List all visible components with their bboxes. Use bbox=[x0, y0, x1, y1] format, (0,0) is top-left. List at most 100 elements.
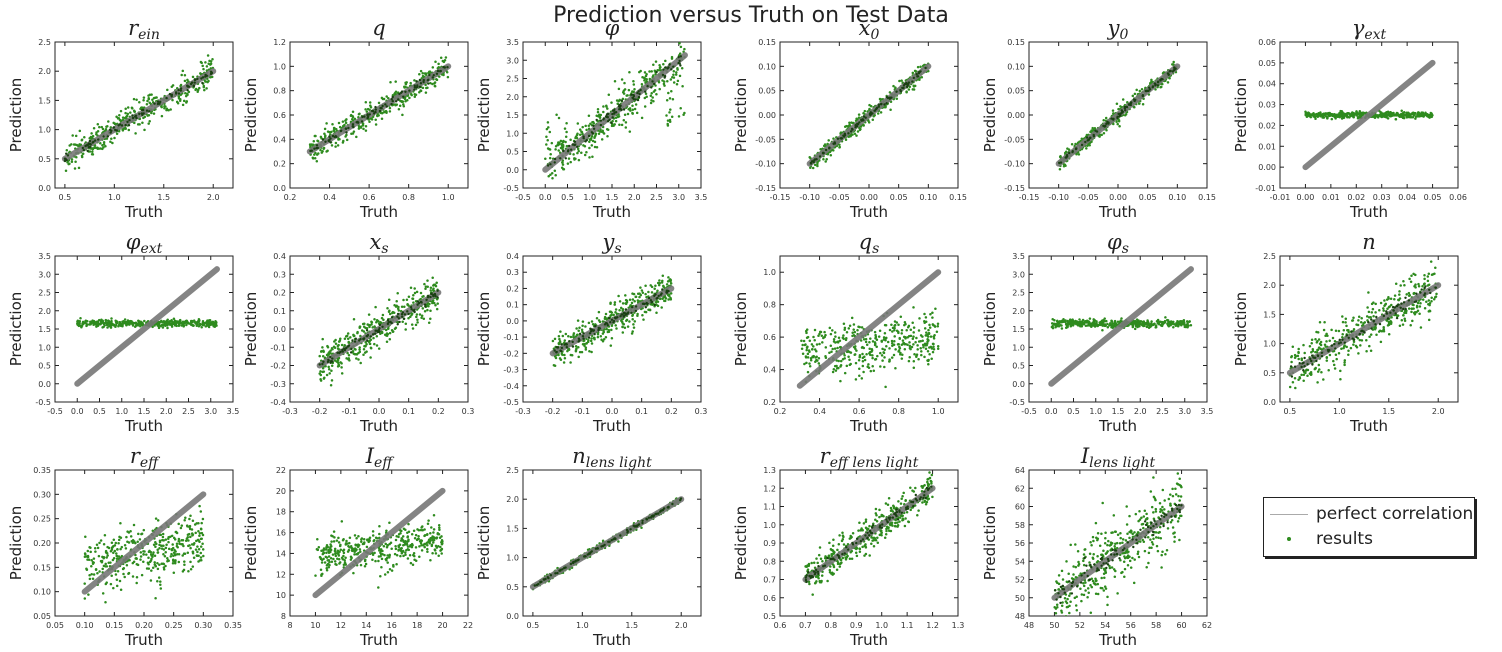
scatter-point-overlap bbox=[618, 108, 621, 111]
scatter-point-overlap bbox=[661, 288, 664, 291]
scatter-point bbox=[198, 86, 201, 90]
scatter-point bbox=[662, 62, 665, 66]
scatter-point bbox=[374, 123, 378, 126]
scatter-point bbox=[381, 313, 385, 317]
scatter-point-overlap bbox=[81, 146, 85, 150]
scatter-point bbox=[848, 324, 852, 328]
scatter-point bbox=[343, 344, 346, 347]
scatter-point bbox=[1115, 102, 1119, 106]
scatter-point bbox=[404, 85, 407, 89]
scatter-point-overlap bbox=[573, 143, 576, 147]
scatter-point bbox=[183, 74, 187, 77]
scatter-point-overlap bbox=[653, 303, 656, 307]
scatter-point bbox=[662, 285, 665, 289]
scatter-point bbox=[575, 333, 579, 337]
scatter-point-overlap bbox=[610, 121, 613, 125]
scatter-point bbox=[319, 148, 322, 152]
scatter-point bbox=[1172, 60, 1175, 64]
scatter-point bbox=[661, 279, 664, 283]
scatter-point-overlap bbox=[436, 69, 440, 73]
scatter-point-overlap bbox=[131, 114, 134, 117]
scatter-point bbox=[115, 115, 118, 118]
scatter-point bbox=[613, 303, 616, 306]
scatter-point bbox=[1340, 110, 1344, 113]
scatter-point-overlap bbox=[409, 306, 413, 309]
scatter-point bbox=[675, 82, 679, 86]
scatter-point-overlap bbox=[587, 336, 591, 339]
scatter-point bbox=[1115, 120, 1118, 124]
scatter-point-overlap bbox=[391, 100, 394, 103]
scatter-point bbox=[920, 75, 924, 79]
scatter-point bbox=[99, 147, 102, 150]
scatter-point bbox=[337, 121, 341, 125]
scatter-point bbox=[358, 348, 361, 351]
scatter-point-overlap bbox=[907, 81, 911, 84]
x-tick-label: 0.0 bbox=[71, 407, 84, 416]
scatter-point bbox=[1395, 111, 1399, 115]
y-tick-label: 0.10 bbox=[1007, 62, 1025, 71]
scatter-point bbox=[363, 351, 367, 354]
scatter-point-overlap bbox=[1173, 66, 1176, 69]
y-tick-label: 0.00 bbox=[1258, 163, 1276, 172]
scatter-point-overlap bbox=[331, 360, 334, 363]
scatter-point bbox=[118, 114, 121, 117]
scatter-point-overlap bbox=[1117, 112, 1120, 116]
y-tick-label: 0.8 bbox=[273, 87, 286, 96]
scatter-point bbox=[624, 126, 628, 129]
panel-title: x0 bbox=[859, 16, 880, 43]
scatter-point bbox=[559, 146, 563, 150]
scatter-point bbox=[322, 370, 326, 373]
scatter-point bbox=[99, 322, 102, 326]
scatter-point bbox=[100, 125, 104, 129]
scatter-point bbox=[675, 71, 678, 74]
scatter-point bbox=[380, 330, 384, 334]
scatter-point bbox=[385, 332, 389, 335]
scatter-point bbox=[319, 370, 322, 373]
scatter-point bbox=[561, 145, 565, 149]
scatter-point-overlap bbox=[1124, 109, 1127, 112]
panel-y-0: -0.15 -0.10 -0.05 0.00 0.05 0.10 0.15-0.15-0.1… bbox=[981, 16, 1216, 221]
scatter-point bbox=[590, 342, 594, 345]
x-tick-label: 3.5 bbox=[695, 193, 708, 202]
scatter-point bbox=[636, 292, 640, 295]
scatter-point bbox=[367, 313, 371, 316]
scatter-point bbox=[101, 143, 104, 147]
scatter-point bbox=[346, 332, 350, 335]
scatter-point bbox=[414, 323, 418, 327]
scatter-point-overlap bbox=[587, 134, 591, 138]
scatter-point bbox=[362, 127, 365, 131]
y-tick-label: 2.0 bbox=[506, 93, 519, 102]
scatter-point-overlap bbox=[598, 327, 602, 330]
scatter-point bbox=[636, 314, 639, 317]
scatter-point bbox=[821, 341, 824, 344]
scatter-point-overlap bbox=[679, 55, 682, 58]
scatter-point bbox=[658, 87, 661, 91]
scatter-point-overlap bbox=[1141, 94, 1145, 97]
x-tick-label: 2.0 bbox=[160, 407, 173, 416]
scatter-point bbox=[644, 92, 648, 96]
scatter-point bbox=[88, 150, 92, 153]
panel-title-text: xs bbox=[369, 230, 389, 257]
scatter-point bbox=[589, 339, 593, 343]
scatter-point bbox=[181, 69, 185, 73]
scatter-point-overlap bbox=[606, 324, 609, 327]
y-tick-label: 0.0 bbox=[38, 184, 51, 193]
scatter-point bbox=[112, 323, 115, 326]
scatter-point bbox=[357, 351, 360, 355]
scatter-point bbox=[132, 97, 136, 101]
scatter-point-overlap bbox=[637, 90, 640, 93]
scatter-point bbox=[844, 138, 848, 141]
y-tick-label: 2.5 bbox=[38, 289, 51, 298]
scatter-point bbox=[374, 118, 377, 121]
scatter-point bbox=[1328, 113, 1332, 117]
scatter-point bbox=[1317, 113, 1320, 117]
scatter-point-overlap bbox=[413, 310, 416, 314]
scatter-point bbox=[377, 347, 381, 350]
y-tick-label: 0.1 bbox=[273, 307, 286, 316]
scatter-point bbox=[364, 101, 368, 104]
scatter-point bbox=[593, 145, 597, 149]
scatter-point bbox=[382, 97, 386, 101]
scatter-point-overlap bbox=[179, 89, 182, 92]
scatter-point bbox=[415, 290, 419, 294]
scatter-point bbox=[415, 315, 418, 319]
